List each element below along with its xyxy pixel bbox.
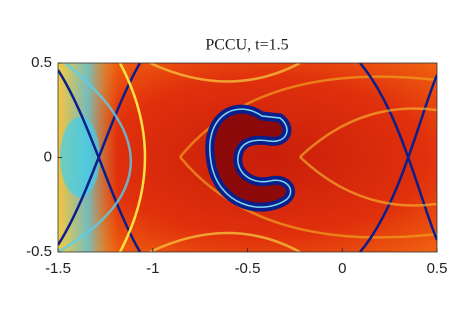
x-tick-label: -1.5 [45, 260, 71, 277]
y-tick-label: -0.5 [26, 243, 52, 260]
field-image [58, 63, 437, 252]
x-tick-label: -0.5 [235, 260, 261, 277]
chart-title: PCCU, t=1.5 [205, 37, 288, 54]
y-tick-label: 0.5 [31, 54, 52, 71]
x-tick-label: 0.5 [427, 260, 448, 277]
y-tick-label: 0 [44, 148, 52, 165]
x-tick-label: -1 [146, 260, 159, 277]
x-tick-label: 0 [338, 260, 346, 277]
